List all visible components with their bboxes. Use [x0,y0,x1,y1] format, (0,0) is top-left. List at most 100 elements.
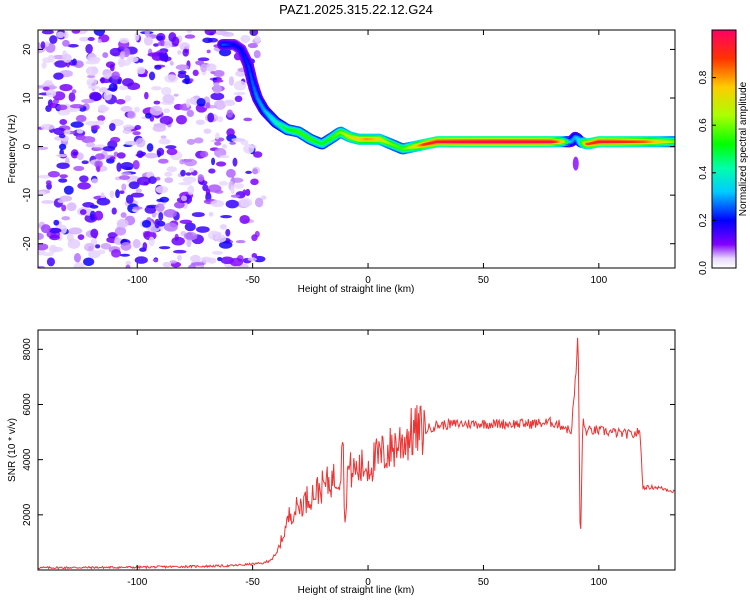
colorbar-gradient [711,29,737,269]
spectrogram-noise-cell [46,257,55,267]
spectrogram-noise-cell [145,152,158,159]
x-tick-label: -50 [245,577,260,588]
spectrogram-noise-cell [121,172,132,176]
spectrogram-noise-cell [148,236,155,247]
spectrogram-noise-cell [107,87,117,91]
spectrogram-noise-cell [136,66,146,75]
x-tick-label: 0 [365,275,371,286]
spectrogram-noise-cell [58,143,67,150]
spectrogram-noise-cell [63,129,71,135]
spectrogram-noise-cell [200,150,209,158]
x-tick-label: -100 [127,275,147,286]
spectrogram-noise-cell [164,171,173,177]
spectrogram-noise-cell [96,165,101,173]
spectrogram-noise-cell [180,195,188,202]
spectrogram-noise-cell [162,38,173,49]
spectrogram-noise-cell [160,39,165,47]
y-tick-label: -20 [22,236,33,251]
spectrogram-noise-cell [196,98,206,107]
y-tick-label: 20 [22,43,33,55]
spectrogram-noise-cell [186,238,192,248]
spectrogram-noise-cell [54,60,68,68]
spectrogram-noise-cell [120,105,133,112]
spectrogram-noise-cell [90,228,99,238]
spectrogram-noise-cell [193,95,200,99]
spectrogram-noise-cell [240,35,251,44]
spectrogram-noise-cell [121,78,134,87]
spectrogram-noise-cell [45,180,52,186]
spectrogram-noise-cell [231,138,246,142]
spectrogram-noise-cell [171,236,185,246]
spectrogram-noise-cell [169,260,178,264]
spectrogram-noise-cell [229,141,236,145]
spectrogram-noise-cell [175,64,190,71]
spectrogram-noise-cell [243,117,253,122]
spectrogram-noise-cell [125,264,131,268]
spectrogram-noise-cell [260,195,267,200]
spectrogram-noise-cell [70,121,84,128]
spectrogram-noise-cell [115,99,126,105]
spectrogram-noise-cell [61,204,67,212]
spectrogram-noise-cell [159,115,174,125]
spectrogram-noise-cell [254,35,261,43]
spectrogram-noise-cell [166,148,178,156]
spectrogram-noise-cell [116,218,129,228]
spectrogram-noise-cell [151,86,162,91]
spectrogram-noise-cell [143,36,153,46]
spectrogram-noise-cell [193,137,204,144]
spectrogram-noise-cell [97,249,106,255]
spectrogram-noise-cell [186,109,194,118]
spectrogram-noise-cell [213,46,220,51]
spectrogram-noise-cell [212,250,224,255]
colorbar-tick-label: 0.4 [698,165,709,179]
spectrogram-noise-cell [179,158,185,165]
spectrogram-noise-cell [182,176,197,183]
spectrogram-noise-cell [122,124,135,130]
spectrogram-noise-cell [144,30,150,38]
spectrogram-noise-cell [197,57,210,62]
snr-panel: -100 -50 0 50 100 2000 4000 6000 8000 Height of… [7,329,676,596]
spectrogram-noise-cell [56,31,65,39]
spectrogram-noise-cell [38,232,44,241]
spectrogram-noise-cell [42,86,50,91]
spectrogram-noise-cell [226,109,234,118]
spectrogram-noise-cell [209,32,215,36]
spectrogram-noise-cell [216,116,224,123]
spectrogram-noise-cell [81,160,89,165]
spectrogram-noise-cell [79,36,90,42]
spectrogram-noise-cell [149,105,163,116]
spectrogram-noise-cell [110,136,121,143]
spectrogram-noise-cell [152,258,158,262]
spectrogram-noise-cell [245,170,252,175]
spectrogram-noise-cell [119,190,125,195]
spectrogram-noise-cell [118,175,131,181]
spectrogram-noise-cell [38,190,46,196]
spectrogram-noise-cell [210,70,215,75]
spectrogram-noise-cell [183,231,198,241]
spectrogram-y-ticks: -20 -10 0 10 20 [22,43,675,251]
spectrogram-noise-cell [38,174,52,179]
spectrogram-noise-cell [94,160,103,169]
spectrogram-noise-cell [177,72,187,79]
spectrogram-noise-cell [136,150,144,159]
spectrogram-noise-cell [135,137,146,148]
spectrogram-noise-cell [191,262,205,266]
spectrogram-noise-cell [118,57,125,68]
spectrogram-noise-cell [71,30,81,34]
spectrogram-noise-cell [120,212,127,218]
spectrogram-noise-cell [218,241,233,249]
spectrogram-noise-cell [92,147,103,151]
spectrogram-noise-cell [76,152,84,161]
spectrogram-noise-cell [53,219,60,226]
spectrogram-noise-cell [185,172,192,176]
spectrogram-noise-cell [89,92,103,102]
spectrogram-noise-cell [127,110,136,119]
spectrogram-noise-cell [48,244,58,254]
y-tick-label: 6000 [22,393,33,416]
spectrogram-noise-cell [38,146,49,151]
spectrogram-noise-cell [79,175,89,183]
spectrogram-noise-cell [120,242,132,251]
spectrogram-x-ticks: -100 -50 0 50 100 [127,30,608,286]
spectrogram-noise-cell [111,207,117,215]
spectrogram-noise-cell [40,41,46,50]
